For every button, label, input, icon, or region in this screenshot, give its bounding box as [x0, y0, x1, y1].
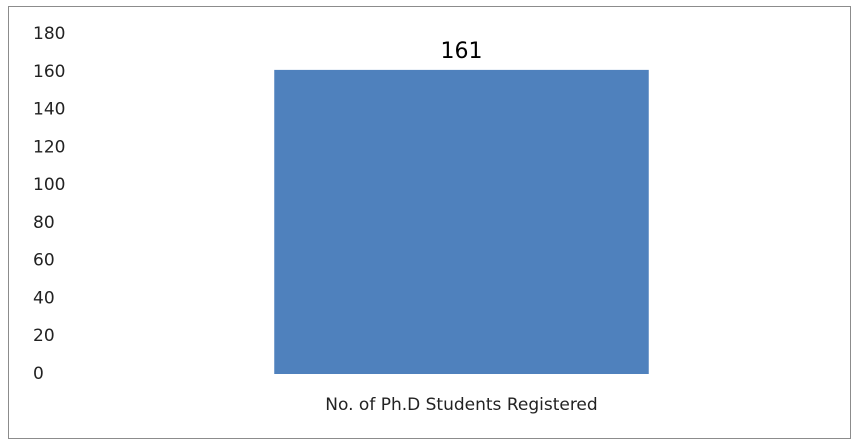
y-tick-label: 180: [33, 24, 65, 44]
y-tick-label: 0: [33, 364, 44, 384]
y-tick-label: 140: [33, 100, 65, 120]
bar: [274, 69, 649, 374]
y-tick-label: 40: [33, 288, 55, 308]
value-label: 161: [441, 39, 483, 64]
y-tick-label: 80: [33, 213, 55, 233]
y-tick-label: 120: [33, 137, 65, 157]
y-tick-label: 20: [33, 326, 55, 346]
y-tick-label: 60: [33, 251, 55, 271]
y-tick-label: 160: [33, 62, 65, 82]
y-tick-label: 100: [33, 175, 65, 195]
x-tick-label: No. of Ph.D Students Registered: [325, 395, 597, 415]
